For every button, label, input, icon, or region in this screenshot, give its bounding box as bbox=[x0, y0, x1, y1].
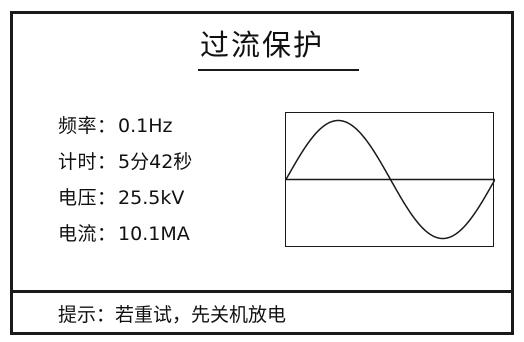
footer-divider bbox=[10, 290, 514, 293]
hint-message: 提示：若重试，先关机放电 bbox=[58, 303, 286, 327]
title-underline bbox=[198, 69, 359, 71]
voltage-value: 25.5kV bbox=[118, 187, 185, 209]
frequency-label: 频率 bbox=[58, 115, 98, 137]
current-value: 10.1MA bbox=[118, 223, 190, 245]
waveform-display bbox=[285, 112, 495, 247]
voltage-label: 电压 bbox=[58, 187, 98, 209]
frequency-value: 0.1Hz bbox=[118, 115, 173, 137]
timer-value: 5分42秒 bbox=[118, 151, 193, 173]
voltage-readout: 电压： 25.5kV bbox=[58, 186, 184, 210]
hint-label: 提示 bbox=[58, 304, 97, 326]
display-frame bbox=[10, 11, 514, 335]
current-label: 电流 bbox=[58, 223, 98, 245]
voltage-separator: ： bbox=[97, 187, 117, 209]
screen-title: 过流保护 bbox=[199, 28, 324, 62]
current-readout: 电流： 10.1MA bbox=[58, 222, 190, 246]
sine-wave-trace bbox=[286, 119, 495, 240]
hint-text: 若重试，先关机放电 bbox=[115, 304, 287, 326]
sine-wave-icon bbox=[286, 119, 495, 240]
frequency-readout: 频率： 0.1Hz bbox=[58, 114, 173, 138]
current-separator: ： bbox=[97, 223, 117, 245]
timer-label: 计时 bbox=[58, 151, 98, 173]
timer-separator: ： bbox=[97, 151, 117, 173]
timer-readout: 计时： 5分42秒 bbox=[58, 150, 192, 174]
hint-separator: ： bbox=[96, 304, 116, 326]
frequency-separator: ： bbox=[97, 115, 117, 137]
